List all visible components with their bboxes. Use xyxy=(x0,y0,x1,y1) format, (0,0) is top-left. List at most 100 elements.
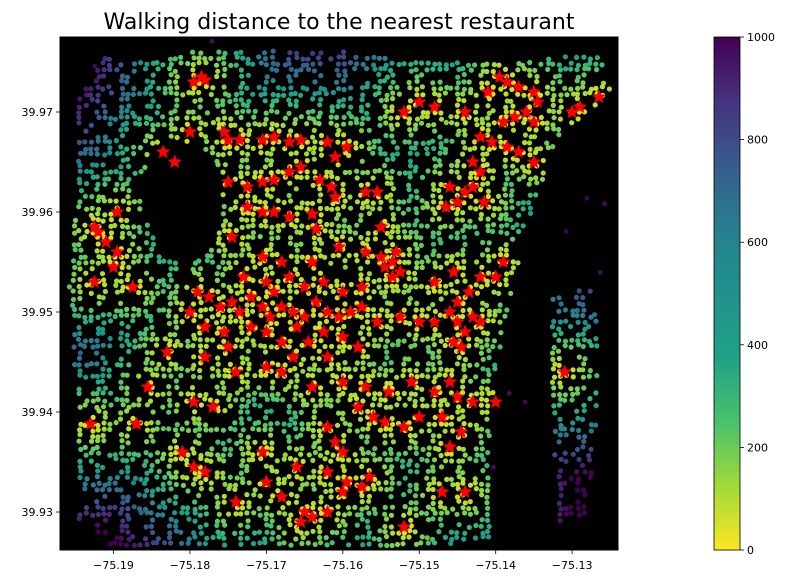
network-node xyxy=(378,97,384,103)
network-node xyxy=(387,67,394,73)
network-node xyxy=(504,222,510,228)
network-node xyxy=(460,458,466,464)
network-node xyxy=(144,61,150,67)
restaurant-star-marker xyxy=(354,299,370,314)
network-node xyxy=(413,122,419,128)
network-node xyxy=(503,91,509,97)
network-node xyxy=(312,449,318,456)
network-node xyxy=(299,421,305,427)
restaurant-star-marker xyxy=(228,364,243,379)
network-node xyxy=(292,391,299,397)
network-node xyxy=(239,329,245,336)
network-node xyxy=(286,61,292,67)
colorbar-tick-label: 600 xyxy=(747,236,768,249)
network-node xyxy=(473,446,479,452)
restaurant-star-marker xyxy=(526,84,542,99)
network-node xyxy=(432,414,438,420)
network-node xyxy=(82,139,88,145)
network-node xyxy=(474,259,480,265)
network-node xyxy=(256,122,262,128)
network-node xyxy=(246,246,252,252)
network-node xyxy=(359,121,365,127)
network-node xyxy=(118,450,125,456)
network-node xyxy=(484,517,491,524)
network-node xyxy=(382,451,388,457)
network-node xyxy=(82,222,88,228)
network-node xyxy=(82,338,88,344)
network-node xyxy=(101,420,107,426)
network-node xyxy=(215,152,221,158)
network-node xyxy=(107,421,113,427)
network-node xyxy=(443,119,449,126)
network-node xyxy=(466,336,472,342)
network-node xyxy=(484,397,490,403)
network-node xyxy=(136,311,142,318)
network-node xyxy=(406,288,412,294)
network-node xyxy=(412,270,418,276)
network-node xyxy=(450,506,456,512)
network-node xyxy=(551,344,557,351)
restaurant-star-marker xyxy=(385,254,400,269)
network-node xyxy=(168,474,175,480)
network-node xyxy=(274,468,280,475)
network-node xyxy=(376,372,382,378)
network-node xyxy=(311,474,317,480)
network-node xyxy=(384,542,390,549)
network-node xyxy=(336,326,342,332)
network-node xyxy=(341,343,347,349)
network-node xyxy=(293,103,299,109)
network-node xyxy=(329,234,335,240)
network-node xyxy=(491,62,497,68)
network-node xyxy=(101,198,107,204)
network-node xyxy=(522,399,528,405)
network-node xyxy=(310,312,316,318)
network-node xyxy=(124,253,130,259)
network-node xyxy=(184,115,190,121)
network-node xyxy=(300,368,306,374)
network-node xyxy=(460,247,466,253)
network-node xyxy=(420,205,426,211)
network-node xyxy=(480,151,486,157)
network-node xyxy=(407,367,413,373)
network-node xyxy=(339,234,346,240)
network-node xyxy=(485,482,491,488)
network-node xyxy=(311,468,317,474)
network-node xyxy=(293,384,299,390)
network-node xyxy=(263,294,269,300)
network-node xyxy=(574,469,580,475)
network-node xyxy=(166,391,172,397)
network-node xyxy=(107,335,113,342)
network-node xyxy=(456,354,462,361)
network-node xyxy=(76,228,82,234)
network-node xyxy=(239,343,245,349)
network-node xyxy=(526,67,533,73)
network-node xyxy=(316,114,322,120)
network-node xyxy=(124,224,131,230)
network-node xyxy=(460,408,466,414)
network-node xyxy=(304,139,310,145)
network-node xyxy=(581,54,587,60)
network-node xyxy=(485,180,491,186)
network-node xyxy=(352,366,358,372)
network-node xyxy=(174,103,180,109)
network-node xyxy=(408,229,414,235)
network-node xyxy=(174,300,180,306)
network-node xyxy=(288,512,294,518)
network-node xyxy=(557,511,563,517)
network-node xyxy=(389,168,395,174)
network-node xyxy=(432,326,438,333)
network-node xyxy=(269,536,275,542)
network-node xyxy=(359,373,365,380)
network-node xyxy=(95,427,101,433)
network-node xyxy=(304,530,310,536)
network-node xyxy=(100,218,106,224)
network-node xyxy=(234,290,240,296)
network-node xyxy=(467,218,473,224)
network-node xyxy=(394,122,400,128)
network-node xyxy=(76,176,82,182)
network-node xyxy=(226,228,232,234)
network-node xyxy=(102,134,108,140)
network-node xyxy=(366,361,373,368)
network-node xyxy=(317,433,323,439)
network-node xyxy=(148,467,154,474)
